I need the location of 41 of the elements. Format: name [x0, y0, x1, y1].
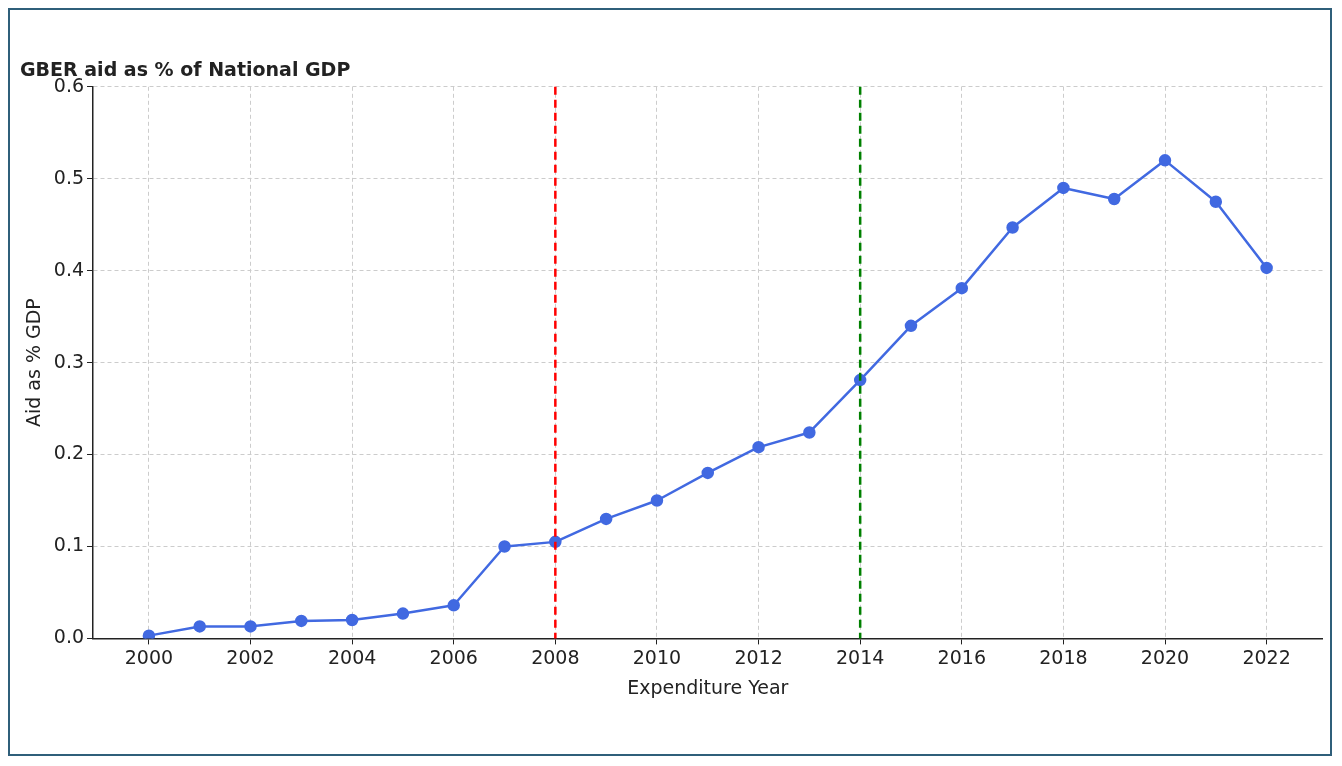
x-tick-label: 2000	[124, 645, 174, 668]
point	[193, 620, 206, 633]
point	[1006, 221, 1019, 234]
x-tick-label: 2012	[734, 645, 783, 668]
y-tick-label: 0.5	[53, 165, 85, 188]
point	[396, 607, 410, 620]
point	[599, 512, 613, 526]
point	[498, 540, 511, 553]
x-tick-label: 2006	[429, 645, 478, 668]
x-tick-label: 2018	[1039, 645, 1088, 668]
y-tick-label: 0.2	[53, 441, 85, 464]
point	[1260, 261, 1273, 275]
point	[447, 599, 460, 612]
point	[752, 440, 765, 454]
x-tick-label: 2010	[632, 645, 682, 668]
x-tick-label: 2004	[327, 645, 377, 668]
x-tick-label: 2020	[1140, 645, 1190, 668]
x-tick-label: 2016	[937, 645, 986, 668]
y-axis-title: Aid as % GDP	[22, 298, 45, 428]
point	[955, 281, 969, 295]
point	[904, 319, 918, 333]
point	[1107, 192, 1121, 206]
point	[803, 426, 816, 439]
y-tick-label: 0.4	[53, 257, 85, 280]
point	[345, 613, 359, 627]
x-tick-label: 2022	[1242, 645, 1291, 668]
point	[142, 629, 156, 639]
point	[1209, 195, 1223, 208]
point	[1057, 181, 1070, 195]
x-tick-label: 2008	[531, 645, 580, 668]
y-tick-label: 0.1	[53, 533, 85, 556]
point	[1158, 154, 1172, 167]
x-axis-title: Expenditure Year	[627, 675, 789, 698]
y-tick-label: 0.3	[53, 349, 85, 372]
point	[295, 614, 308, 628]
y-tick-label: 0.0	[53, 625, 85, 648]
point	[701, 466, 715, 480]
point	[244, 620, 257, 633]
x-tick-label: 2002	[226, 645, 275, 668]
point	[650, 494, 664, 507]
x-tick-label: 2014	[835, 645, 885, 668]
